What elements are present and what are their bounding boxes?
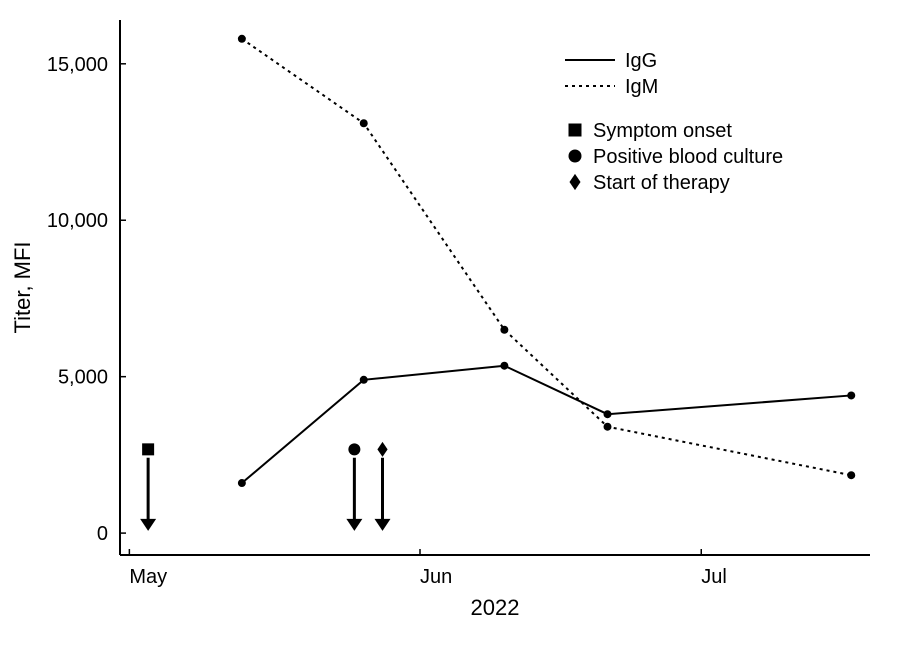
x-tick-label: Jun [420,566,452,588]
series-point-IgM [238,35,246,43]
event-arrowhead [140,519,156,531]
x-axis-label: 2022 [471,595,520,620]
square-icon [142,443,154,455]
circle-icon [348,443,360,455]
event-arrowhead [346,519,362,531]
series-point-IgG [847,391,855,399]
chart-container: 0 5,000 10,000 15,000 May Jun Jul Titer, MFI 202… [0,0,900,655]
series-point-IgM [604,423,612,431]
legend-label: Positive blood culture [593,146,783,168]
series-point-IgM [360,119,368,127]
diamond-icon [569,174,580,190]
series-point-IgG [360,376,368,384]
series-point-IgG [238,479,246,487]
series-line-IgG [242,366,851,483]
event-arrowhead [375,519,391,531]
square-icon [569,124,582,137]
y-tick-label: 10,000 [47,210,108,232]
chart-svg: 0 5,000 10,000 15,000 May Jun Jul Titer, MFI 202… [0,0,900,655]
y-axis-label: Titer, MFI [10,241,35,333]
y-tick-label: 5,000 [58,367,108,389]
x-tick-label: Jul [701,566,727,588]
circle-icon [569,150,582,163]
series-point-IgG [500,362,508,370]
series-point-IgM [500,326,508,334]
series-point-IgG [604,410,612,418]
legend-label: Start of therapy [593,172,730,194]
y-tick-label: 0 [97,523,108,545]
legend-label: Symptom onset [593,120,732,142]
x-tick-label: May [129,566,167,588]
diamond-icon [377,442,387,457]
y-tick-label: 15,000 [47,54,108,76]
legend-label: IgG [625,50,657,72]
series-line-IgM [242,39,851,475]
series-point-IgM [847,471,855,479]
legend-label: IgM [625,76,658,98]
